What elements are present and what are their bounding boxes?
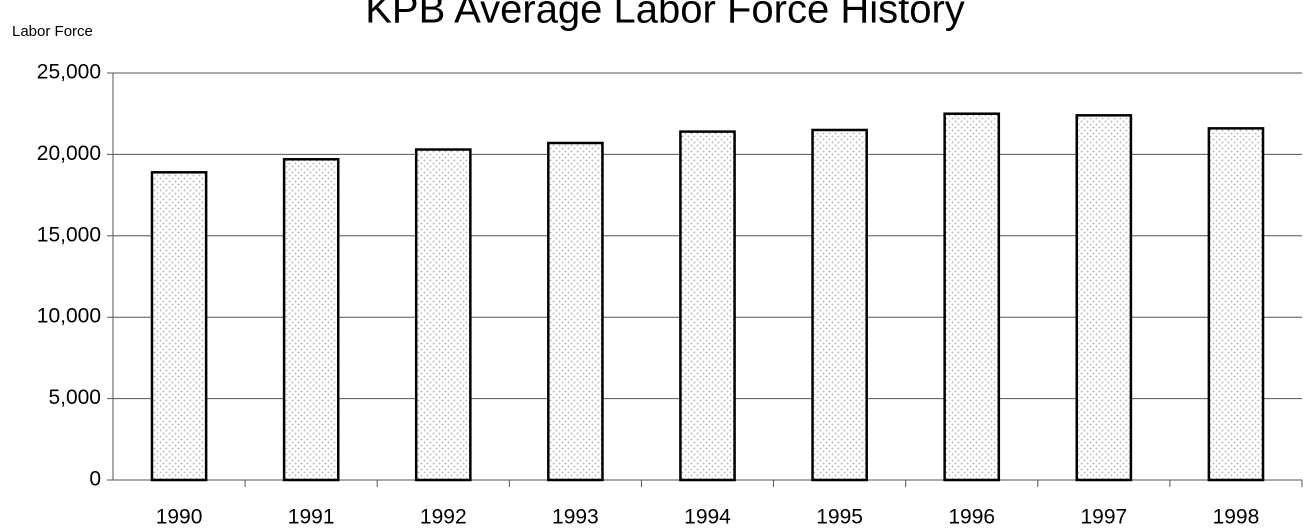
bar (679, 130, 736, 482)
bar (150, 171, 208, 482)
y-axis-label: Labor Force (12, 23, 93, 40)
bar (282, 158, 340, 482)
chart-title: KPB Average Labor Force History (365, 0, 965, 32)
bar (1207, 127, 1265, 482)
y-tick-label: 10,000 (37, 305, 101, 328)
x-tick-label: 1997 (1080, 506, 1127, 529)
x-tick-label: 1998 (1213, 506, 1260, 529)
x-tick-label: 1996 (948, 506, 995, 529)
y-tick-label: 15,000 (37, 223, 101, 246)
x-tick-label: 1990 (156, 506, 203, 529)
x-tick-label: 1994 (684, 506, 731, 529)
y-tick-label: 5,000 (48, 386, 101, 409)
bar (414, 148, 472, 482)
x-tick-label: 1995 (816, 506, 863, 529)
bar (1075, 114, 1133, 482)
y-tick-label: 0 (89, 468, 101, 491)
y-tick-label: 25,000 (37, 61, 101, 84)
bar (943, 112, 1001, 482)
y-tick-label: 20,000 (37, 142, 101, 165)
bar (811, 128, 868, 482)
x-tick-label: 1993 (552, 506, 599, 529)
x-tick-label: 1991 (288, 506, 335, 529)
bar (547, 141, 604, 482)
x-tick-label: 1992 (420, 506, 467, 529)
